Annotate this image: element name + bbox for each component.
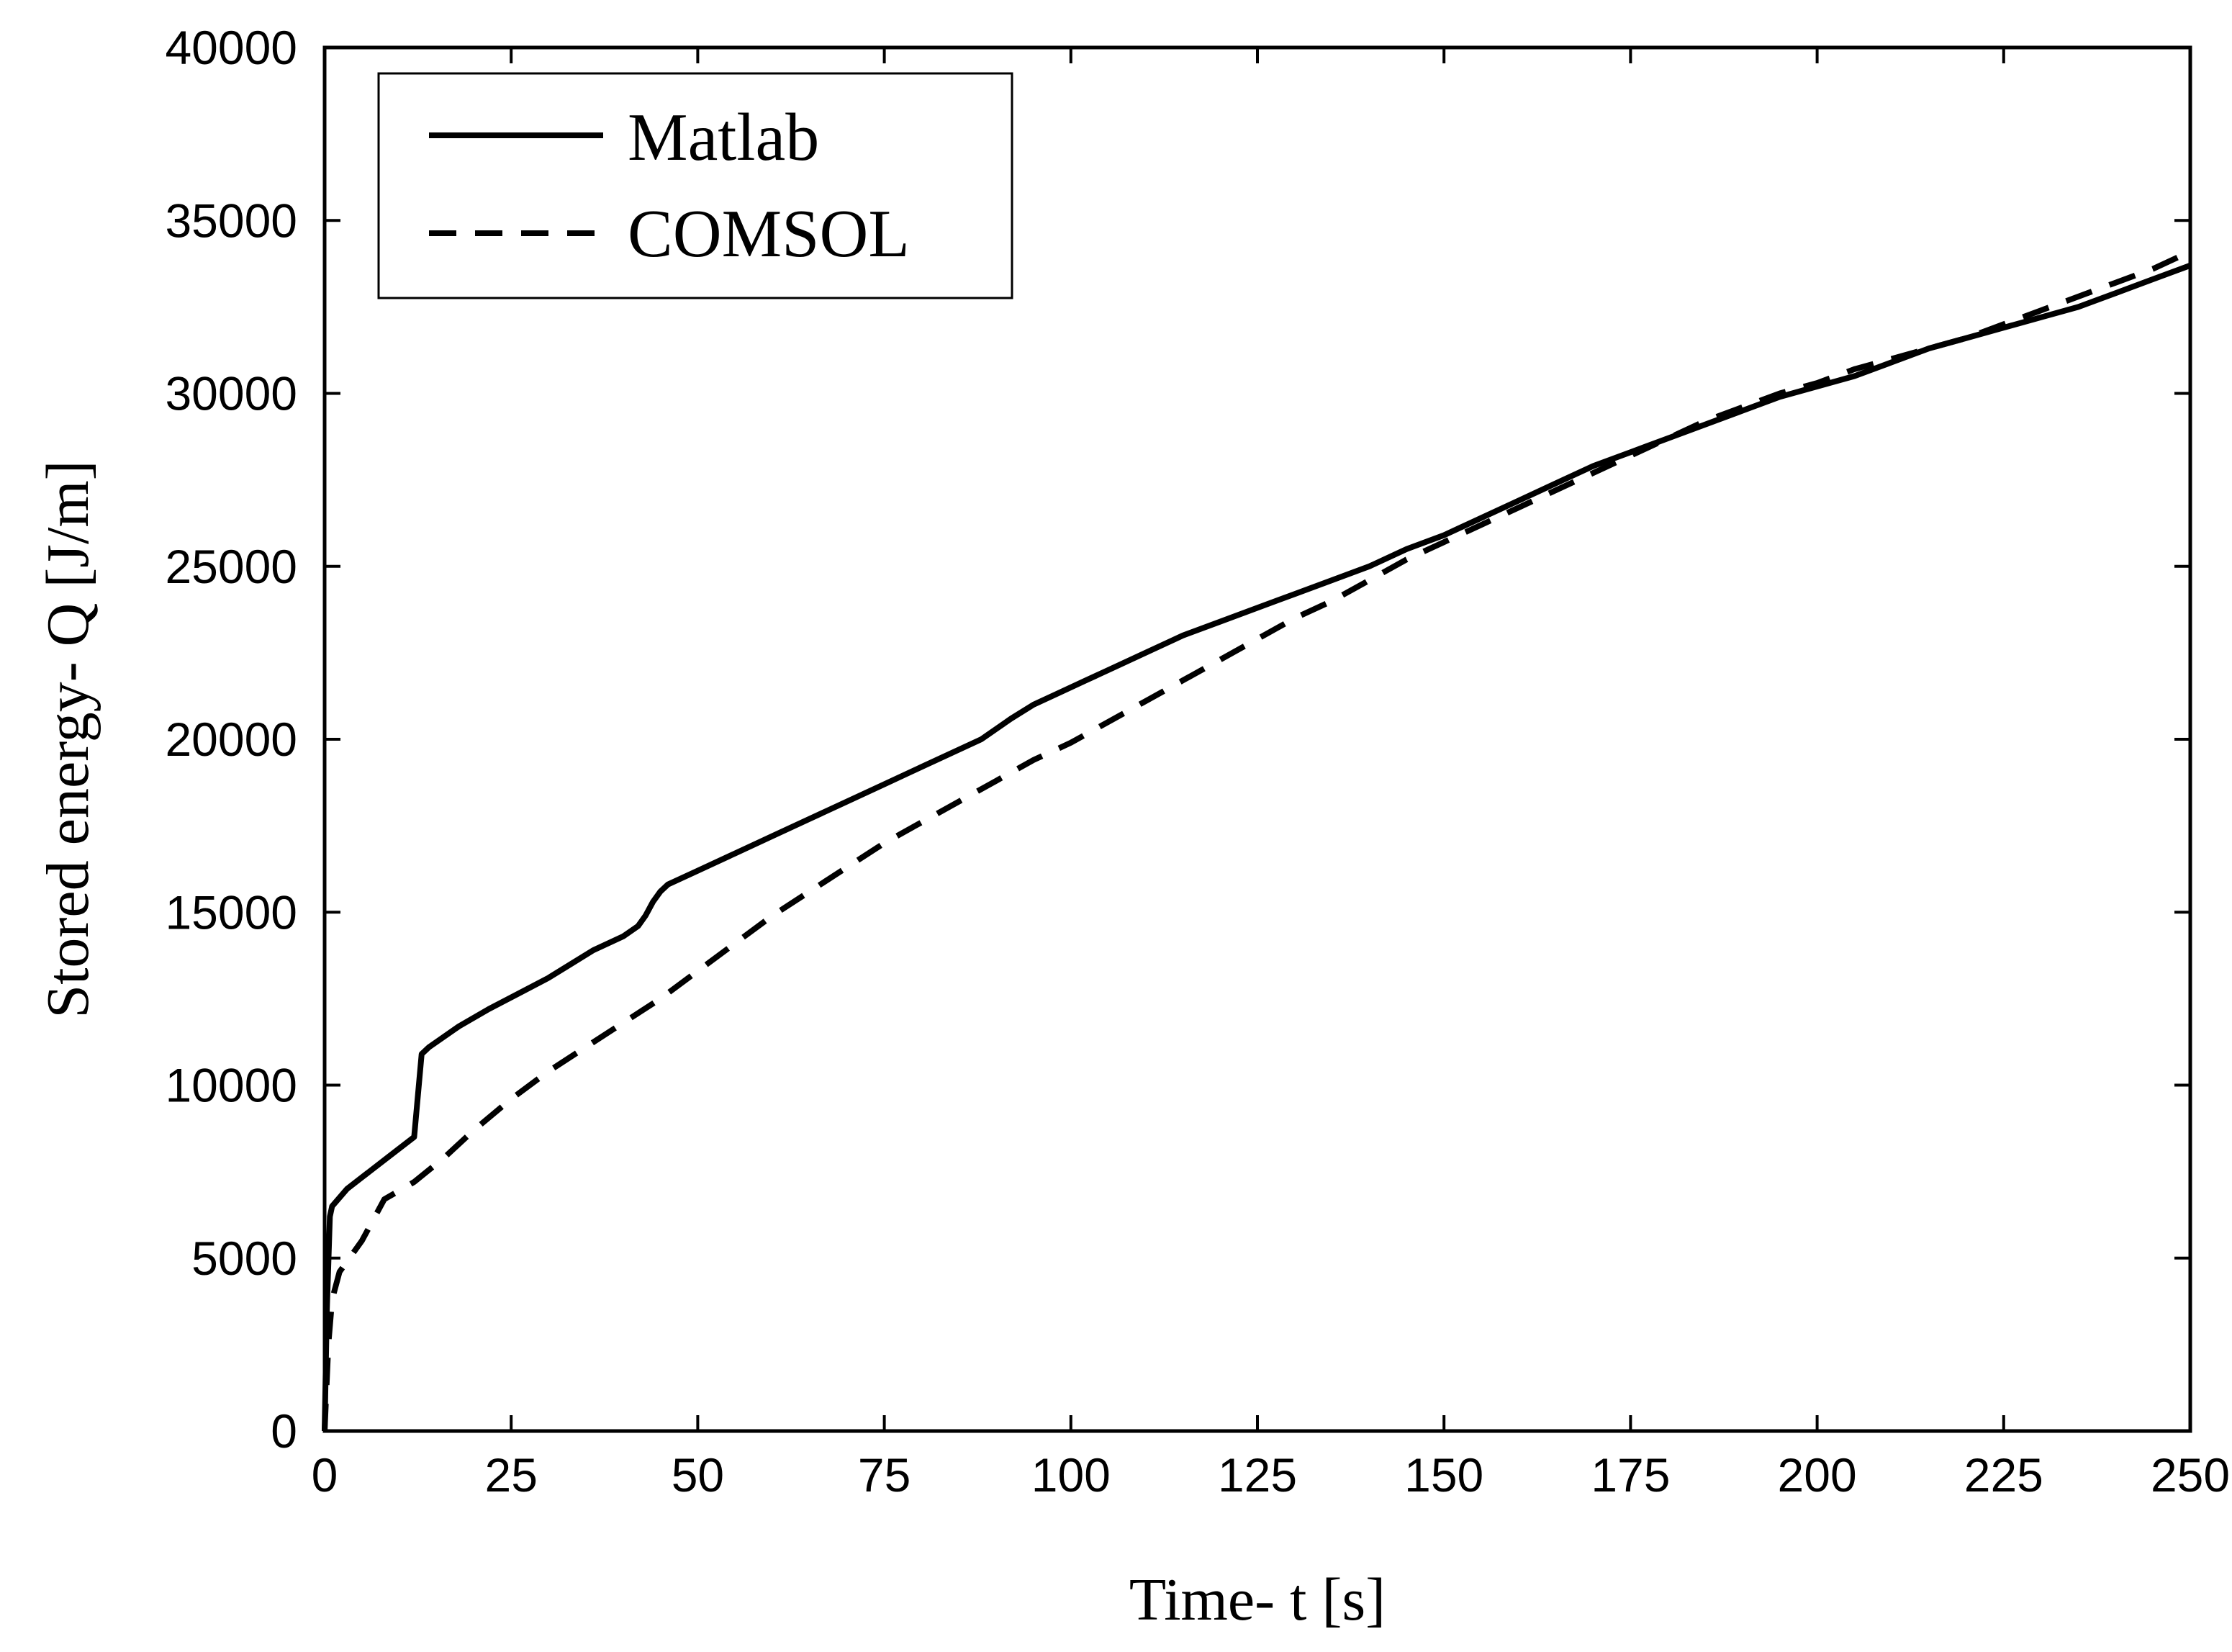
x-tick-label: 200: [1778, 1448, 1857, 1502]
legend-box: [377, 72, 1013, 299]
x-tick-label: 25: [484, 1448, 537, 1502]
series-layer: [322, 248, 2192, 1432]
y-tick-label: 10000: [165, 1059, 297, 1112]
legend-label-matlab: Matlab: [628, 100, 819, 175]
x-axis-ticks: 0 25 50 75 100 125 150 175 200 225 250: [312, 48, 2230, 1502]
y-tick-label: 20000: [165, 713, 297, 766]
x-tick-label: 0: [312, 1448, 338, 1502]
y-tick-label: 0: [271, 1404, 297, 1458]
x-tick-label: 150: [1404, 1448, 1483, 1502]
y-tick-label: 25000: [165, 540, 297, 593]
x-tick-label: 100: [1031, 1448, 1111, 1502]
x-tick-label: 225: [1964, 1448, 2043, 1502]
y-tick-label: 40000: [165, 21, 297, 74]
x-axis-title: Time- t [s]: [1129, 1566, 1386, 1633]
series-line-matlab: [322, 262, 2192, 1432]
x-tick-label: 50: [672, 1448, 724, 1502]
legend: Matlab COMSOL: [377, 72, 1013, 299]
y-tick-label: 30000: [165, 367, 297, 420]
legend-label-comsol: COMSOL: [628, 197, 910, 271]
x-tick-label: 175: [1591, 1448, 1670, 1502]
x-tick-label: 125: [1218, 1448, 1297, 1502]
y-tick-label: 5000: [191, 1232, 297, 1285]
y-tick-label: 35000: [165, 194, 297, 247]
series-line-comsol: [322, 248, 2192, 1432]
x-tick-label: 250: [2151, 1448, 2230, 1502]
y-axis-ticks: 0 5000 10000 15000 20000 25000 30000 35000 40000: [165, 21, 2190, 1458]
y-axis-title: Stored energy- Q [J/m]: [35, 460, 101, 1018]
x-tick-label: 75: [858, 1448, 911, 1502]
y-tick-label: 15000: [165, 885, 297, 939]
